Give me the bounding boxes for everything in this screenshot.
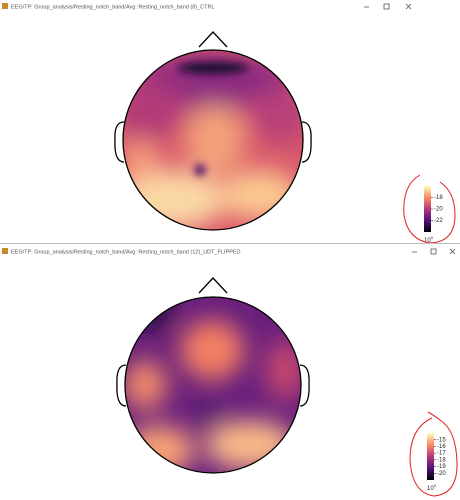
- annotation-circle: [409, 411, 458, 497]
- app-icon: [2, 248, 8, 254]
- colorbar-tick-label: -22: [434, 218, 443, 224]
- scale-exponent: 0: [431, 235, 434, 240]
- colorbar-scale: 100: [424, 235, 434, 244]
- head-outline: [124, 296, 302, 474]
- nose: [198, 277, 228, 294]
- scale-exponent: 0: [434, 483, 437, 488]
- colorbar-tick-label: -17: [437, 451, 446, 457]
- window: EEG/TP: Group_analysis/Resting_notch_ban…: [2, 248, 458, 497]
- maximize-button[interactable]: [430, 248, 437, 255]
- head-outline: [122, 49, 304, 231]
- colorbar-tick-label: -18: [437, 457, 446, 463]
- scale-base: 10: [424, 238, 431, 244]
- colorbar-tick-label: -15: [437, 437, 446, 443]
- window-title: EEG/TP: Group_analysis/Resting_notch_ban…: [11, 249, 241, 255]
- colorbar-tick-label: -19: [437, 464, 446, 470]
- window: EEG/TP: Group_analysis/Resting_notch_ban…: [0, 0, 460, 244]
- left-ear: [116, 364, 127, 407]
- right-ear: [301, 121, 312, 163]
- maximize-button[interactable]: [383, 3, 390, 10]
- colorbar-tick-label: -20: [434, 207, 443, 213]
- app-icon: [2, 3, 8, 9]
- right-ear: [299, 364, 310, 407]
- nose: [198, 31, 228, 48]
- colorbar-tick-label: -18: [434, 195, 443, 201]
- colorbar-scale: 100: [427, 483, 437, 492]
- window-title: EEG/TP: Group_analysis/Resting_notch_ban…: [11, 4, 215, 10]
- close-button[interactable]: [405, 3, 412, 10]
- left-ear: [114, 121, 125, 163]
- colorbar: [427, 433, 434, 480]
- scale-base: 10: [427, 486, 434, 492]
- colorbar-tick-label: -16: [437, 444, 446, 450]
- topography: [116, 277, 310, 474]
- colorbar-tick-label: -20: [437, 471, 446, 477]
- colorbar: [424, 186, 431, 232]
- close-button[interactable]: [449, 248, 456, 255]
